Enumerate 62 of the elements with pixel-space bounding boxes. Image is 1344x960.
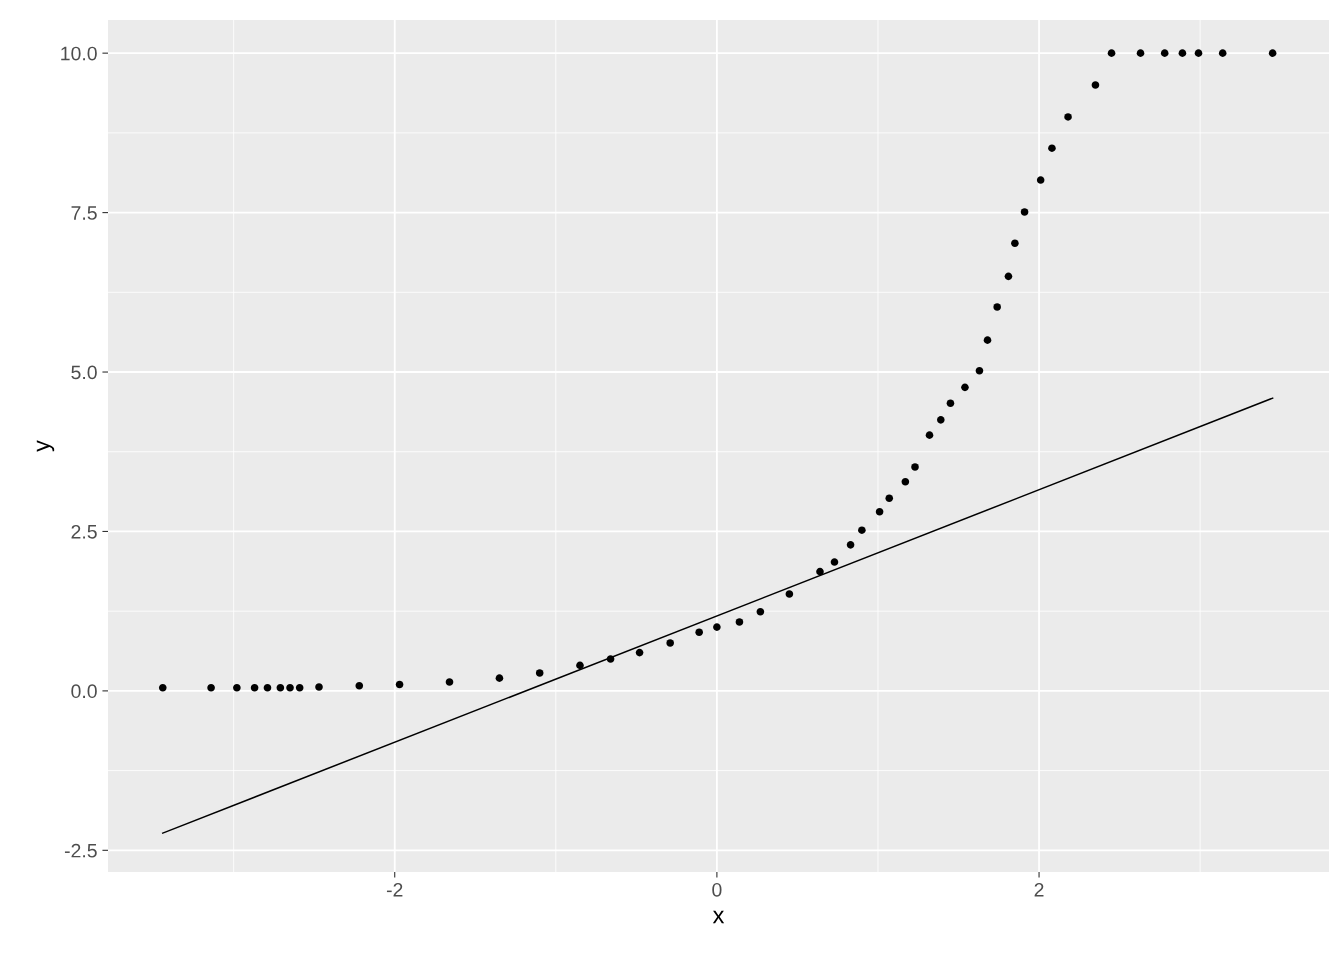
point (993, 303, 1001, 311)
point (983, 336, 992, 344)
point (1136, 49, 1145, 57)
y-tick-label: 5.0 (71, 365, 97, 380)
point (1160, 49, 1169, 57)
point (355, 681, 364, 690)
point (875, 507, 884, 516)
point (445, 678, 454, 686)
point (535, 669, 544, 677)
point (1020, 208, 1029, 216)
point (816, 567, 824, 576)
point (1004, 272, 1013, 281)
point (1218, 49, 1227, 57)
point (207, 683, 215, 692)
point (276, 683, 285, 692)
y-tick-label: 10.0 (61, 46, 97, 61)
point (858, 526, 866, 534)
point (250, 683, 259, 692)
point (1048, 144, 1056, 152)
point (295, 683, 304, 692)
point (395, 680, 404, 689)
y-tick-label: 0.0 (71, 684, 97, 699)
y-tick-label: 2.5 (71, 524, 97, 539)
point (1178, 49, 1187, 57)
point (1268, 49, 1277, 57)
point (946, 399, 955, 408)
point (233, 683, 241, 692)
point (1064, 113, 1072, 121)
point (1011, 239, 1019, 248)
point (286, 683, 294, 692)
y-axis-title: y (36, 440, 55, 452)
point (785, 590, 794, 598)
x-tick-label: 0 (712, 882, 722, 897)
point (901, 477, 910, 486)
y-tick-label: -2.5 (64, 843, 97, 858)
point (885, 494, 894, 503)
point (263, 683, 272, 692)
x-tick-label: -2 (386, 882, 403, 897)
point (975, 366, 984, 375)
point (936, 416, 945, 424)
point (695, 628, 703, 637)
x-axis-title: x (712, 910, 725, 924)
point (635, 648, 644, 657)
point (830, 558, 839, 566)
point (495, 674, 504, 682)
point (925, 431, 934, 439)
x-tick-label: 2 (1034, 882, 1044, 897)
point (1107, 49, 1116, 57)
y-tick-label: 7.5 (71, 206, 97, 220)
point (1194, 49, 1203, 57)
point (735, 618, 744, 626)
point (756, 608, 765, 616)
point (666, 639, 674, 647)
point (158, 683, 167, 692)
point (961, 383, 969, 392)
point (846, 541, 855, 549)
point (713, 623, 721, 631)
point (1091, 81, 1100, 89)
point (576, 661, 584, 670)
point (1036, 176, 1045, 184)
point (911, 463, 919, 471)
point (315, 683, 323, 691)
